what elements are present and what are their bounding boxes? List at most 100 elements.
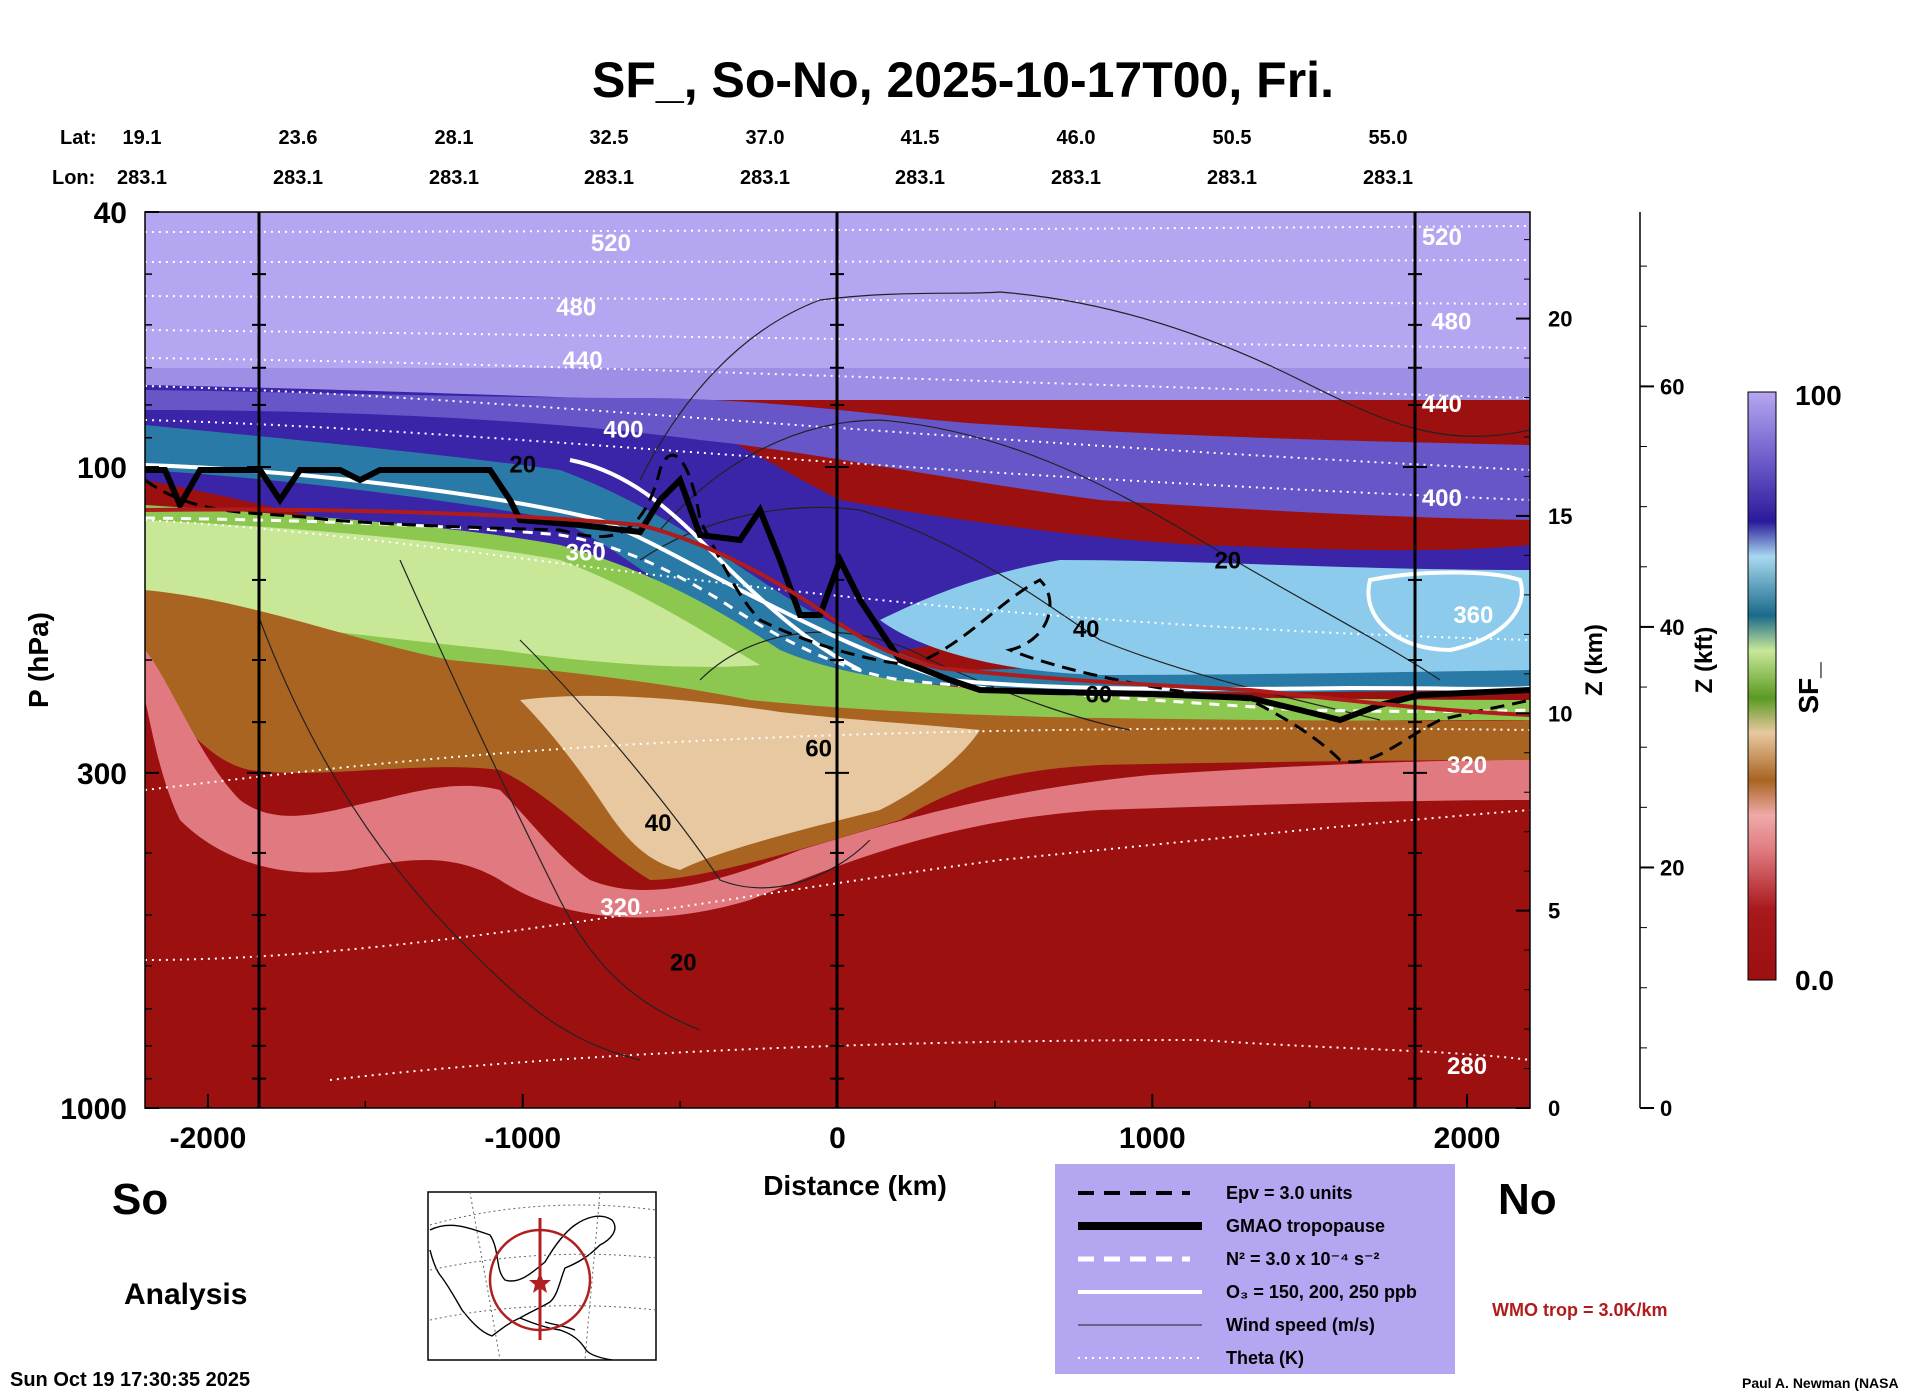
legend-label: Wind speed (m/s) xyxy=(1226,1315,1375,1335)
theta-line-520 xyxy=(145,225,1530,233)
theta-lines xyxy=(145,225,1530,1081)
map-grid-4 xyxy=(469,1192,501,1360)
theta-label: 480 xyxy=(1431,308,1471,335)
legend-label: GMAO tropopause xyxy=(1226,1216,1385,1236)
ozone-contour-250 xyxy=(1366,570,1524,653)
x-tick-label: 0 xyxy=(829,1122,846,1155)
z-km-tick-label: 20 xyxy=(1548,307,1572,332)
ozone-contour-200 xyxy=(569,458,861,672)
wind-labels: 20 20 40 60 60 40 20 xyxy=(509,452,1241,977)
lat-lon-row: 19.1 23.6 28.1 32.5 37.0 41.5 46.0 50.5 55.0 283.… xyxy=(117,127,1413,189)
lat-value: 28.1 xyxy=(435,127,474,149)
x-tick-label: 1000 xyxy=(1119,1122,1186,1155)
theta-labels: 520 480 440 400 360 320 520 480 440 400 360 320 280 xyxy=(556,224,1493,1080)
vertical-tick-marks xyxy=(247,273,1427,1080)
lat-value: 23.6 xyxy=(279,127,318,149)
legend-label: O₃ = 150, 200, 250 ppb xyxy=(1226,1282,1417,1302)
lon-value: 283.1 xyxy=(1207,167,1257,189)
map-coastline-ca xyxy=(519,1317,613,1360)
z-kft-tick-label: 40 xyxy=(1660,615,1684,640)
theta-label: 320 xyxy=(1447,752,1487,779)
timestamp: Sun Oct 19 17:30:35 2025 xyxy=(10,1369,250,1391)
wind-speed-label: 60 xyxy=(805,736,832,763)
field-band-pink xyxy=(145,650,1530,918)
theta-line-460 xyxy=(145,329,1530,349)
lat-value: 37.0 xyxy=(746,127,785,149)
wind-speed-label: 20 xyxy=(509,452,536,479)
north-label: No xyxy=(1498,1175,1557,1224)
x-axis-title: Distance (km) xyxy=(763,1170,947,1201)
x-tick-label: -2000 xyxy=(170,1122,247,1155)
wind-speed-label: 20 xyxy=(1214,548,1241,575)
p-tick-label: 40 xyxy=(94,197,127,230)
z-kft-axis: 60 40 20 0 xyxy=(1639,212,1684,1121)
wind-contour-40b xyxy=(519,639,871,889)
wind-speed-label: 40 xyxy=(645,810,672,837)
theta-line-320b xyxy=(145,809,1530,961)
pressure-axis: 40 100 300 1000 xyxy=(60,197,159,1126)
theta-line-320 xyxy=(145,727,1530,791)
south-label: So xyxy=(112,1175,168,1224)
wind-speed-label: 60 xyxy=(1085,682,1112,709)
theta-line-500 xyxy=(145,259,1530,263)
z-km-tick-label: 15 xyxy=(1548,504,1572,529)
z-kft-tick-label: 60 xyxy=(1660,374,1684,399)
lon-value: 283.1 xyxy=(273,167,323,189)
lon-value: 283.1 xyxy=(429,167,479,189)
wind-contour-20c xyxy=(399,559,701,1031)
legend-label: Theta (K) xyxy=(1226,1348,1304,1368)
theta-label: 320 xyxy=(600,894,640,921)
z-km-tick-label: 10 xyxy=(1548,701,1572,726)
z-km-tick-label: 5 xyxy=(1548,899,1560,924)
ozone-contour-150 xyxy=(145,463,1530,692)
map-center-star-icon xyxy=(529,1272,551,1293)
lon-label: Lon: xyxy=(52,167,95,189)
lat-value: 50.5 xyxy=(1213,127,1252,149)
colorbar xyxy=(1747,391,1777,981)
wind-contour-20a xyxy=(639,291,1530,481)
x-tick-label: -1000 xyxy=(484,1122,561,1155)
p-tick-label: 100 xyxy=(77,452,127,485)
z-kft-tick-label: 0 xyxy=(1660,1096,1672,1121)
lon-value: 283.1 xyxy=(895,167,945,189)
wind-contour-20d xyxy=(259,619,641,1061)
x-tick-label: 2000 xyxy=(1434,1122,1501,1155)
wmo-tropopause xyxy=(145,507,1530,717)
lat-value: 32.5 xyxy=(590,127,629,149)
epv-line xyxy=(145,453,1530,764)
wmo-label: WMO trop = 3.0K/km xyxy=(1492,1300,1668,1320)
z-km-axis-title: Z (km) xyxy=(1581,624,1608,696)
ozone-contours xyxy=(145,458,1530,692)
theta-label: 440 xyxy=(563,347,603,374)
lat-value: 55.0 xyxy=(1369,127,1408,149)
p-axis-title: P (hPa) xyxy=(23,612,54,708)
theta-label: 360 xyxy=(1453,602,1493,629)
wind-speed-label: 20 xyxy=(670,949,697,976)
legend-labels: Epv = 3.0 units GMAO tropopause N² = 3.0 x… xyxy=(1226,1183,1417,1368)
chart-title: SF_, So-No, 2025-10-17T00, Fri. xyxy=(592,52,1334,108)
analysis-label: Analysis xyxy=(124,1278,247,1311)
theta-label: 280 xyxy=(1447,1053,1487,1080)
lon-value: 283.1 xyxy=(1051,167,1101,189)
theta-label: 520 xyxy=(591,230,631,257)
theta-label: 520 xyxy=(1422,224,1462,251)
lon-value: 283.1 xyxy=(1363,167,1413,189)
lat-value: 19.1 xyxy=(123,127,162,149)
z-kft-axis-title: Z (kft) xyxy=(1691,627,1718,694)
legend-box xyxy=(1055,1164,1455,1374)
z-kft-tick-label: 20 xyxy=(1660,855,1684,880)
n2-line xyxy=(145,516,1530,713)
field-band-lightgreen xyxy=(145,520,760,667)
legend-label: Epv = 3.0 units xyxy=(1226,1183,1353,1203)
gmao-tropopause xyxy=(145,467,1530,724)
theta-label: 360 xyxy=(566,540,606,567)
p-tick-label: 1000 xyxy=(60,1093,127,1126)
theta-line-420 xyxy=(145,385,1530,471)
lat-value: 46.0 xyxy=(1057,127,1096,149)
theta-label: 400 xyxy=(603,417,643,444)
x-axis: -2000 -1000 0 1000 2000 xyxy=(170,1094,1501,1155)
legend-label: N² = 3.0 x 10⁻⁴ s⁻² xyxy=(1226,1249,1379,1269)
colorbar-min-label: 0.0 xyxy=(1795,965,1834,996)
lon-value: 283.1 xyxy=(584,167,634,189)
